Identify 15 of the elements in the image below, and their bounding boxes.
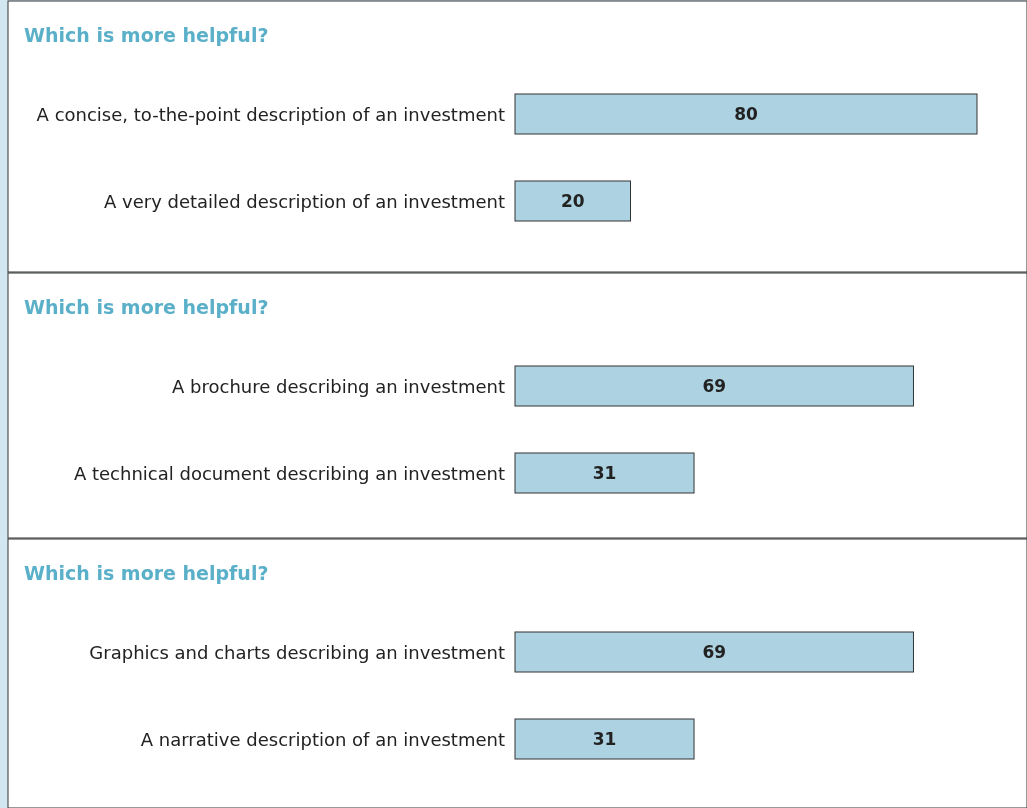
text: Which is more helpful? — [24, 296, 269, 318]
text: Which is more helpful? — [24, 562, 269, 584]
y-tick-label: A technical document describing an investment — [73, 462, 505, 484]
data-label: 80 — [734, 104, 758, 124]
y-tick-label: A narrative description of an investment — [140, 728, 505, 750]
data-label: 31 — [592, 463, 617, 483]
y-tick-label: A brochure describing an investment — [172, 375, 505, 397]
data-label: 20 — [560, 191, 585, 211]
y-tick-label: Graphics and charts describing an investment — [89, 641, 505, 663]
data-label: 69 — [702, 642, 727, 662]
data-label: 69 — [702, 376, 727, 396]
text: Which is more helpful? — [24, 24, 269, 46]
data-label: 31 — [592, 729, 617, 749]
y-tick-label: A concise, to-the-point description of an investment — [36, 103, 505, 125]
y-tick-label: A very detailed description of an investment — [103, 190, 505, 212]
